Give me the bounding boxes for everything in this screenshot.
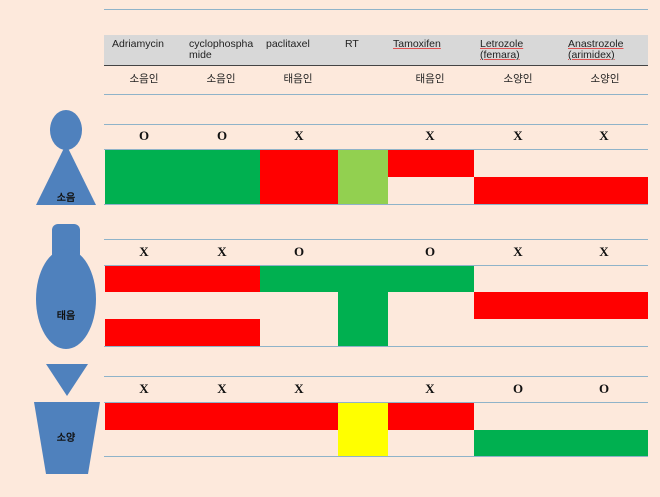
- soeum-mark-anastrozole: X: [599, 128, 609, 143]
- taeum-mark-cyclophosphamide: X: [217, 244, 227, 259]
- taeum-bar-adriamycin-cyclophosphamide-top: [105, 266, 260, 292]
- taeum-mark-letrozole: X: [513, 244, 523, 259]
- soeum-bottom-rule: [104, 204, 648, 205]
- constitution-letrozole: 소양인: [503, 73, 533, 85]
- soeum-mark-tamoxifen: X: [425, 128, 435, 143]
- soyang-bar-chemo: [105, 403, 338, 430]
- taeum-top-rule: [104, 239, 648, 240]
- soyang-bar-aromatase-inhibitors: [474, 430, 648, 456]
- soeum-mark-paclitaxel: X: [294, 128, 304, 143]
- soyang-top-rule: [104, 376, 648, 377]
- drug-header-band: [104, 35, 648, 66]
- soyang-bar-tamoxifen: [388, 403, 474, 430]
- taeum-figure-label: 태음: [56, 311, 76, 322]
- soeum-bar-paclitaxel: [260, 150, 338, 204]
- constitution-anastrozole: 소양인: [590, 73, 620, 85]
- soyang-bar-rt: [338, 403, 388, 456]
- soyang-mark-adriamycin: X: [139, 381, 149, 396]
- taeum-bar-adriamycin-cyclophosphamide-bottom: [105, 319, 260, 346]
- taeum-bar-rt: [338, 292, 388, 346]
- header-bottom-rule: [104, 94, 648, 95]
- soyang-mark-letrozole: O: [512, 381, 524, 396]
- drug-name-anastrozole: Anastrozole (arimidex): [568, 38, 624, 61]
- taeum-mark-adriamycin: X: [139, 244, 149, 259]
- taeum-mid-rule: [104, 265, 648, 266]
- soyang-mark-paclitaxel: X: [294, 381, 304, 396]
- soyang-bottom-rule: [104, 456, 648, 457]
- soyang-mark-tamoxifen: X: [425, 381, 435, 396]
- soyang-mid-rule: [104, 402, 648, 403]
- soeum-bar-adriamycin-cyclophosphamide: [105, 150, 260, 204]
- taeum-mark-anastrozole: X: [599, 244, 609, 259]
- soyang-figure: [34, 364, 100, 474]
- taeum-figure: [36, 224, 96, 349]
- soeum-mid-rule: [104, 149, 648, 150]
- soeum-bar-rt: [338, 150, 388, 204]
- drug-name-adriamycin: Adriamycin: [112, 38, 164, 50]
- drug-name-letrozole: Letrozole (femara): [480, 38, 524, 61]
- soeum-mark-adriamycin: O: [138, 128, 150, 143]
- soeum-top-rule: [104, 124, 648, 125]
- constitution-cyclophosphamide: 소음인: [206, 73, 236, 85]
- soeum-mark-cyclophosphamide: O: [216, 128, 228, 143]
- taeum-bottom-rule: [104, 346, 648, 347]
- constitution-tamoxifen: 태음인: [415, 73, 445, 85]
- soeum-figure: [36, 110, 96, 205]
- drug-name-cyclophosphamide: cyclophospha mide: [189, 38, 254, 61]
- drug-name-paclitaxel: paclitaxel: [266, 38, 310, 50]
- soeum-mark-letrozole: X: [513, 128, 523, 143]
- constitution-paclitaxel: 태음인: [283, 73, 313, 85]
- soeum-bar-aromatase-inhibitors: [474, 177, 648, 204]
- soyang-figure-label: 소양: [56, 433, 76, 444]
- drug-name-tamoxifen: Tamoxifen: [393, 38, 441, 50]
- soeum-figure-label: 소음: [56, 193, 76, 204]
- constitution-adriamycin: 소음인: [129, 73, 159, 85]
- taeum-mark-tamoxifen: O: [424, 244, 436, 259]
- taeum-bar-paclitaxel-rt-tamoxifen: [260, 266, 474, 292]
- soeum-bar-tamoxifen: [388, 150, 474, 177]
- drug-name-rt: RT: [345, 38, 359, 50]
- taeum-mark-paclitaxel: O: [293, 244, 305, 259]
- soyang-mark-cyclophosphamide: X: [217, 381, 227, 396]
- soyang-mark-anastrozole: O: [598, 381, 610, 396]
- top-rule: [104, 9, 648, 10]
- taeum-bar-aromatase-inhibitors: [474, 292, 648, 319]
